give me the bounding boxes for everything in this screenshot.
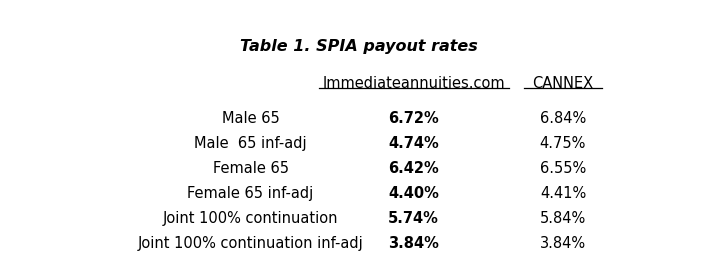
Text: 6.42%: 6.42%: [388, 161, 439, 176]
Text: Table 1. SPIA payout rates: Table 1. SPIA payout rates: [240, 39, 478, 54]
Text: 6.55%: 6.55%: [540, 161, 586, 176]
Text: 4.40%: 4.40%: [388, 186, 439, 201]
Text: 6.72%: 6.72%: [388, 111, 439, 126]
Text: 3.84%: 3.84%: [540, 236, 586, 251]
Text: Joint 100% continuation inf-adj: Joint 100% continuation inf-adj: [137, 236, 364, 251]
Text: 5.74%: 5.74%: [388, 211, 439, 226]
Text: 4.74%: 4.74%: [388, 136, 439, 151]
Text: Female 65 inf-adj: Female 65 inf-adj: [187, 186, 314, 201]
Text: CANNEX: CANNEX: [533, 76, 594, 91]
Text: Female 65: Female 65: [212, 161, 289, 176]
Text: 5.84%: 5.84%: [540, 211, 586, 226]
Text: 3.84%: 3.84%: [388, 236, 439, 251]
Text: 6.84%: 6.84%: [540, 111, 586, 126]
Text: Joint 100% continuation: Joint 100% continuation: [163, 211, 339, 226]
Text: Immediateannuities.com: Immediateannuities.com: [322, 76, 505, 91]
Text: Male  65 inf-adj: Male 65 inf-adj: [194, 136, 307, 151]
Text: 4.41%: 4.41%: [540, 186, 586, 201]
Text: Male 65: Male 65: [222, 111, 280, 126]
Text: 4.75%: 4.75%: [540, 136, 586, 151]
